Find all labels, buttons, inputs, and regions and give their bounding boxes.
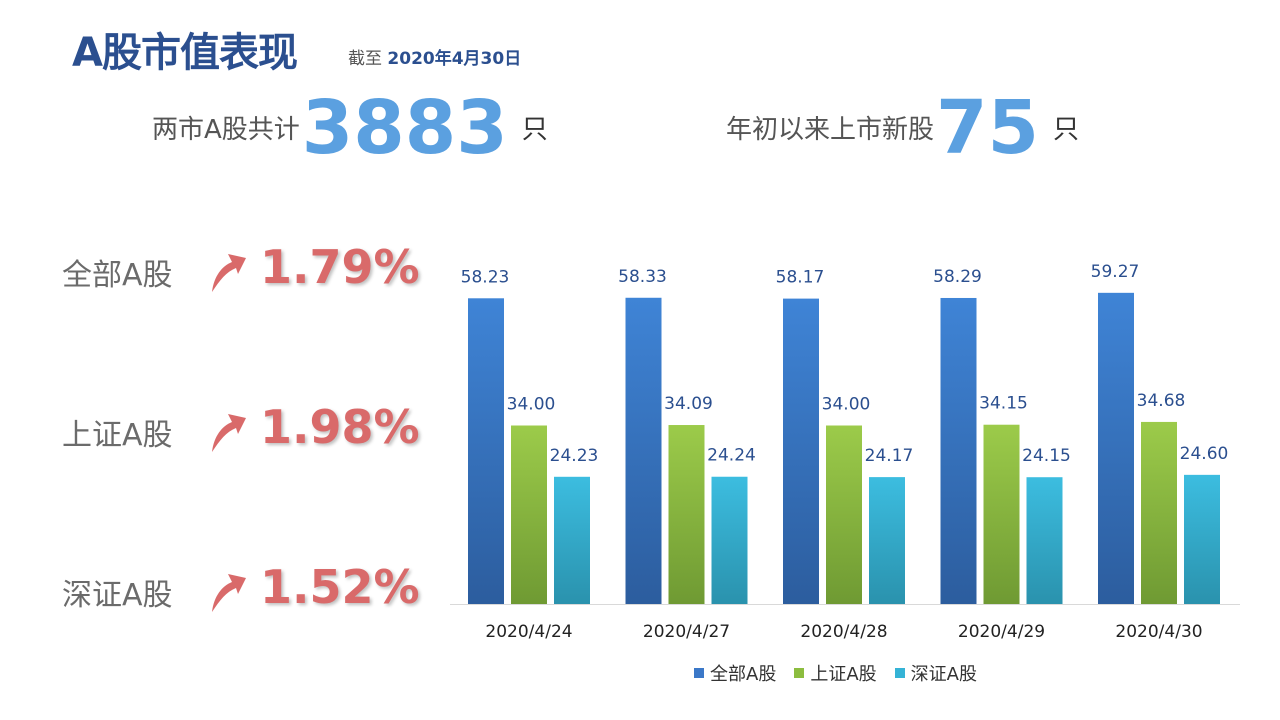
bar-1-5 — [1098, 292, 1134, 604]
data-label: 34.00 — [822, 395, 871, 415]
change-all-a: 全部A股 1.79% — [62, 240, 422, 300]
as-of-value: 2020年4月30日 — [387, 49, 522, 69]
legend-item: 深证A股 — [894, 660, 977, 686]
change-pct: 1.79% — [260, 240, 420, 294]
legend-label: 上证A股 — [810, 664, 877, 685]
x-tick-label: 2020/4/29 — [958, 622, 1045, 642]
x-tick-label: 2020/4/28 — [800, 622, 887, 642]
as-of-prefix: 截至 — [348, 49, 382, 69]
legend-item: 上证A股 — [794, 660, 877, 686]
data-label: 34.00 — [507, 395, 556, 415]
bar-3-5 — [1184, 474, 1220, 604]
bar-2-1 — [511, 425, 547, 604]
legend-label: 全部A股 — [710, 664, 777, 685]
bar-2-4 — [983, 424, 1020, 604]
stat-label: 两市A股共计 — [152, 115, 300, 145]
x-tick-label: 2020/4/30 — [1115, 622, 1202, 642]
up-arrow-icon — [212, 254, 246, 292]
bar-2-2 — [668, 425, 705, 604]
x-tick-label: 2020/4/24 — [485, 622, 572, 642]
change-pct: 1.52% — [260, 560, 420, 614]
stat-new-listings: 年初以来上市新股 75 只 — [726, 88, 1079, 168]
data-label: 34.15 — [979, 394, 1028, 414]
stat-value: 3883 — [301, 85, 508, 171]
data-label: 24.60 — [1180, 444, 1229, 464]
bar-2-3 — [826, 425, 862, 604]
data-label: 58.23 — [461, 267, 510, 287]
change-name: 上证A股 — [62, 418, 173, 453]
bar-3-1 — [554, 476, 590, 604]
stat-unit: 只 — [1053, 115, 1080, 145]
legend-label: 深证A股 — [910, 664, 977, 685]
bar-3-3 — [869, 477, 905, 604]
bar-1-3 — [783, 298, 819, 604]
data-label: 59.27 — [1091, 262, 1140, 282]
stat-value: 75 — [936, 85, 1039, 171]
change-sh-a: 上证A股 1.98% — [62, 400, 422, 460]
up-arrow-icon — [212, 574, 246, 612]
change-sz-a: 深证A股 1.52% — [62, 560, 422, 620]
stat-total-stocks: 两市A股共计 3883 只 — [152, 88, 548, 168]
change-name: 深证A股 — [62, 578, 173, 613]
bar-3-4 — [1026, 477, 1063, 604]
up-arrow-icon — [212, 414, 246, 452]
data-label: 58.29 — [933, 267, 982, 287]
data-label: 24.17 — [865, 446, 914, 466]
bar-1-1 — [468, 298, 504, 604]
stat-unit: 只 — [521, 115, 548, 145]
data-label: 58.33 — [618, 267, 667, 287]
data-label: 24.23 — [550, 446, 599, 466]
data-label: 24.15 — [1022, 446, 1071, 466]
legend-swatch-icon — [794, 668, 805, 678]
legend-item: 全部A股 — [694, 660, 776, 686]
legend-swatch-icon — [894, 668, 905, 678]
chart-legend: 全部A股 上证A股 深证A股 — [694, 660, 977, 686]
x-tick-label: 2020/4/27 — [643, 622, 730, 642]
data-label: 34.68 — [1137, 391, 1186, 411]
market-cap-bar-chart: 58.23 34.00 24.23 2020/4/24 58.33 34.09 24.24 2… — [450, 262, 1240, 642]
bar-2-5 — [1141, 421, 1177, 604]
data-label: 58.17 — [776, 268, 825, 288]
data-label: 24.24 — [707, 446, 756, 466]
bar-3-2 — [711, 476, 748, 604]
legend-swatch-icon — [694, 668, 704, 678]
page-title: A股市值表现 — [72, 30, 298, 76]
data-label: 34.09 — [664, 394, 713, 414]
bar-1-2 — [625, 297, 662, 604]
stat-label: 年初以来上市新股 — [726, 115, 935, 145]
bar-1-4 — [940, 297, 977, 604]
change-name: 全部A股 — [62, 258, 173, 293]
change-pct: 1.98% — [260, 400, 420, 454]
as-of-date: 截至 2020年4月30日 — [348, 44, 521, 69]
